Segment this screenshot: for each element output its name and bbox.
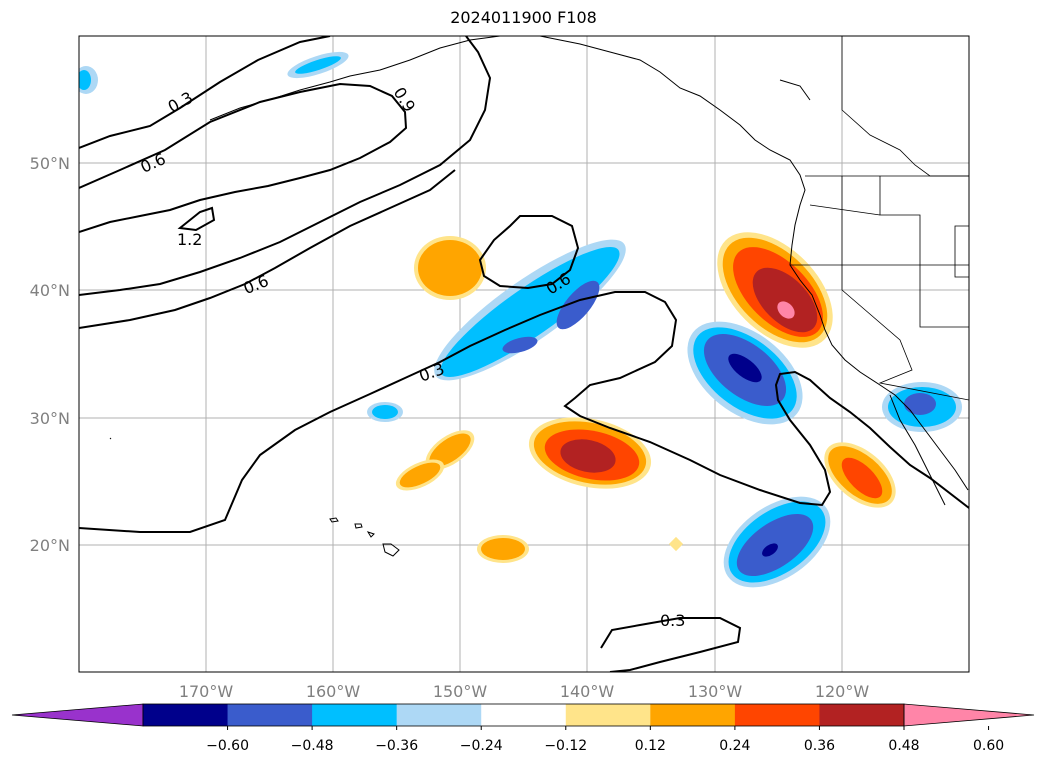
anomaly-blob-positive-coast <box>717 232 833 348</box>
map-title: 2024011900 F108 <box>450 8 597 27</box>
gridlines <box>79 36 969 672</box>
colorbar-level-label: −0.12 <box>544 738 587 754</box>
colorbar-frame <box>142 703 905 727</box>
lat-tick-label: 50°N <box>30 154 70 173</box>
colorbar-level-label: 0.48 <box>888 738 919 754</box>
lon-tick-label: 170°W <box>179 682 234 701</box>
colorbar-segment <box>650 704 736 726</box>
contour-lines <box>79 36 969 672</box>
anomaly-blob-positive-small <box>477 535 684 563</box>
anomaly-blob-negative-130w <box>687 321 803 425</box>
latitude-tick-labels: 20°N 30°N 40°N 50°N <box>30 154 70 555</box>
colorbar-level-label: −0.36 <box>375 738 418 754</box>
colorbar-segment <box>481 704 567 726</box>
colorbar-level-label: 0.24 <box>719 738 750 754</box>
contour-label: 0.6 <box>138 149 169 177</box>
colorbar-extend-high <box>903 703 1035 727</box>
contour-label: 0.9 <box>390 84 420 116</box>
colorbar-segment <box>143 704 229 726</box>
colorbar-segment <box>819 704 905 726</box>
colorbar-level-label: 0.60 <box>973 738 1004 754</box>
anomaly-blob-negative-farwest <box>79 66 98 94</box>
contour-label: 0.6 <box>241 271 272 298</box>
map-frame <box>78 35 970 673</box>
colorbar: −0.60 −0.48 −0.36 −0.24 −0.12 0.12 0.24 0.36 0.4… <box>11 703 1035 754</box>
colorbar-extend-low <box>11 703 144 727</box>
anomaly-blob-negative-mexico <box>882 382 962 432</box>
contour-label: 0.3 <box>660 611 685 630</box>
lon-tick-label: 120°W <box>815 682 870 701</box>
lon-tick-label: 160°W <box>306 682 361 701</box>
contour-label: 1.2 <box>177 230 202 249</box>
anomaly-blob-negative-alaska <box>287 51 349 79</box>
lat-tick-label: 20°N <box>30 536 70 555</box>
colorbar-level-label: −0.24 <box>460 738 503 754</box>
lon-tick-label: 130°W <box>688 682 743 701</box>
anomaly-blob-negative-band <box>434 239 626 381</box>
hawaii-islands <box>109 437 400 557</box>
lat-tick-label: 30°N <box>30 409 70 428</box>
longitude-tick-labels: 170°W 160°W 150°W 140°W 130°W 120°W <box>179 682 870 701</box>
anomaly-blob-positive-140w <box>528 417 652 489</box>
colorbar-segment <box>227 704 313 726</box>
contour-label: 0.3 <box>165 88 196 117</box>
colorbar-level-label: 0.36 <box>804 738 835 754</box>
colorbar-segments <box>11 703 1035 727</box>
political-borders <box>790 36 969 401</box>
colorbar-segment <box>312 704 398 726</box>
map-area: 0.3 0.6 0.9 1.2 0.6 0.6 0.3 0.3 <box>79 36 969 672</box>
anomaly-blob-negative-south <box>723 496 831 588</box>
colorbar-level-label: −0.60 <box>206 738 249 754</box>
lon-tick-label: 140°W <box>560 682 615 701</box>
anomaly-blob-negative-small <box>367 402 403 422</box>
lat-tick-label: 40°N <box>30 281 70 300</box>
colorbar-segment <box>734 704 820 726</box>
colorbar-level-label: 0.12 <box>635 738 666 754</box>
colorbar-segment <box>565 704 651 726</box>
lon-tick-label: 150°W <box>433 682 488 701</box>
colorbar-segment <box>396 704 482 726</box>
colorbar-labels: −0.60 −0.48 −0.36 −0.24 −0.12 0.12 0.24 0.36 0.4… <box>206 726 1004 754</box>
anomaly-blob-positive-150w <box>414 236 486 300</box>
contour-labels: 0.3 0.6 0.9 1.2 0.6 0.6 0.3 0.3 <box>138 84 686 630</box>
colorbar-level-label: −0.48 <box>291 738 334 754</box>
anomaly-blob-positive-155w <box>395 430 475 491</box>
anomaly-blob-positive-120w <box>824 442 896 508</box>
anomaly-shading <box>79 51 962 588</box>
